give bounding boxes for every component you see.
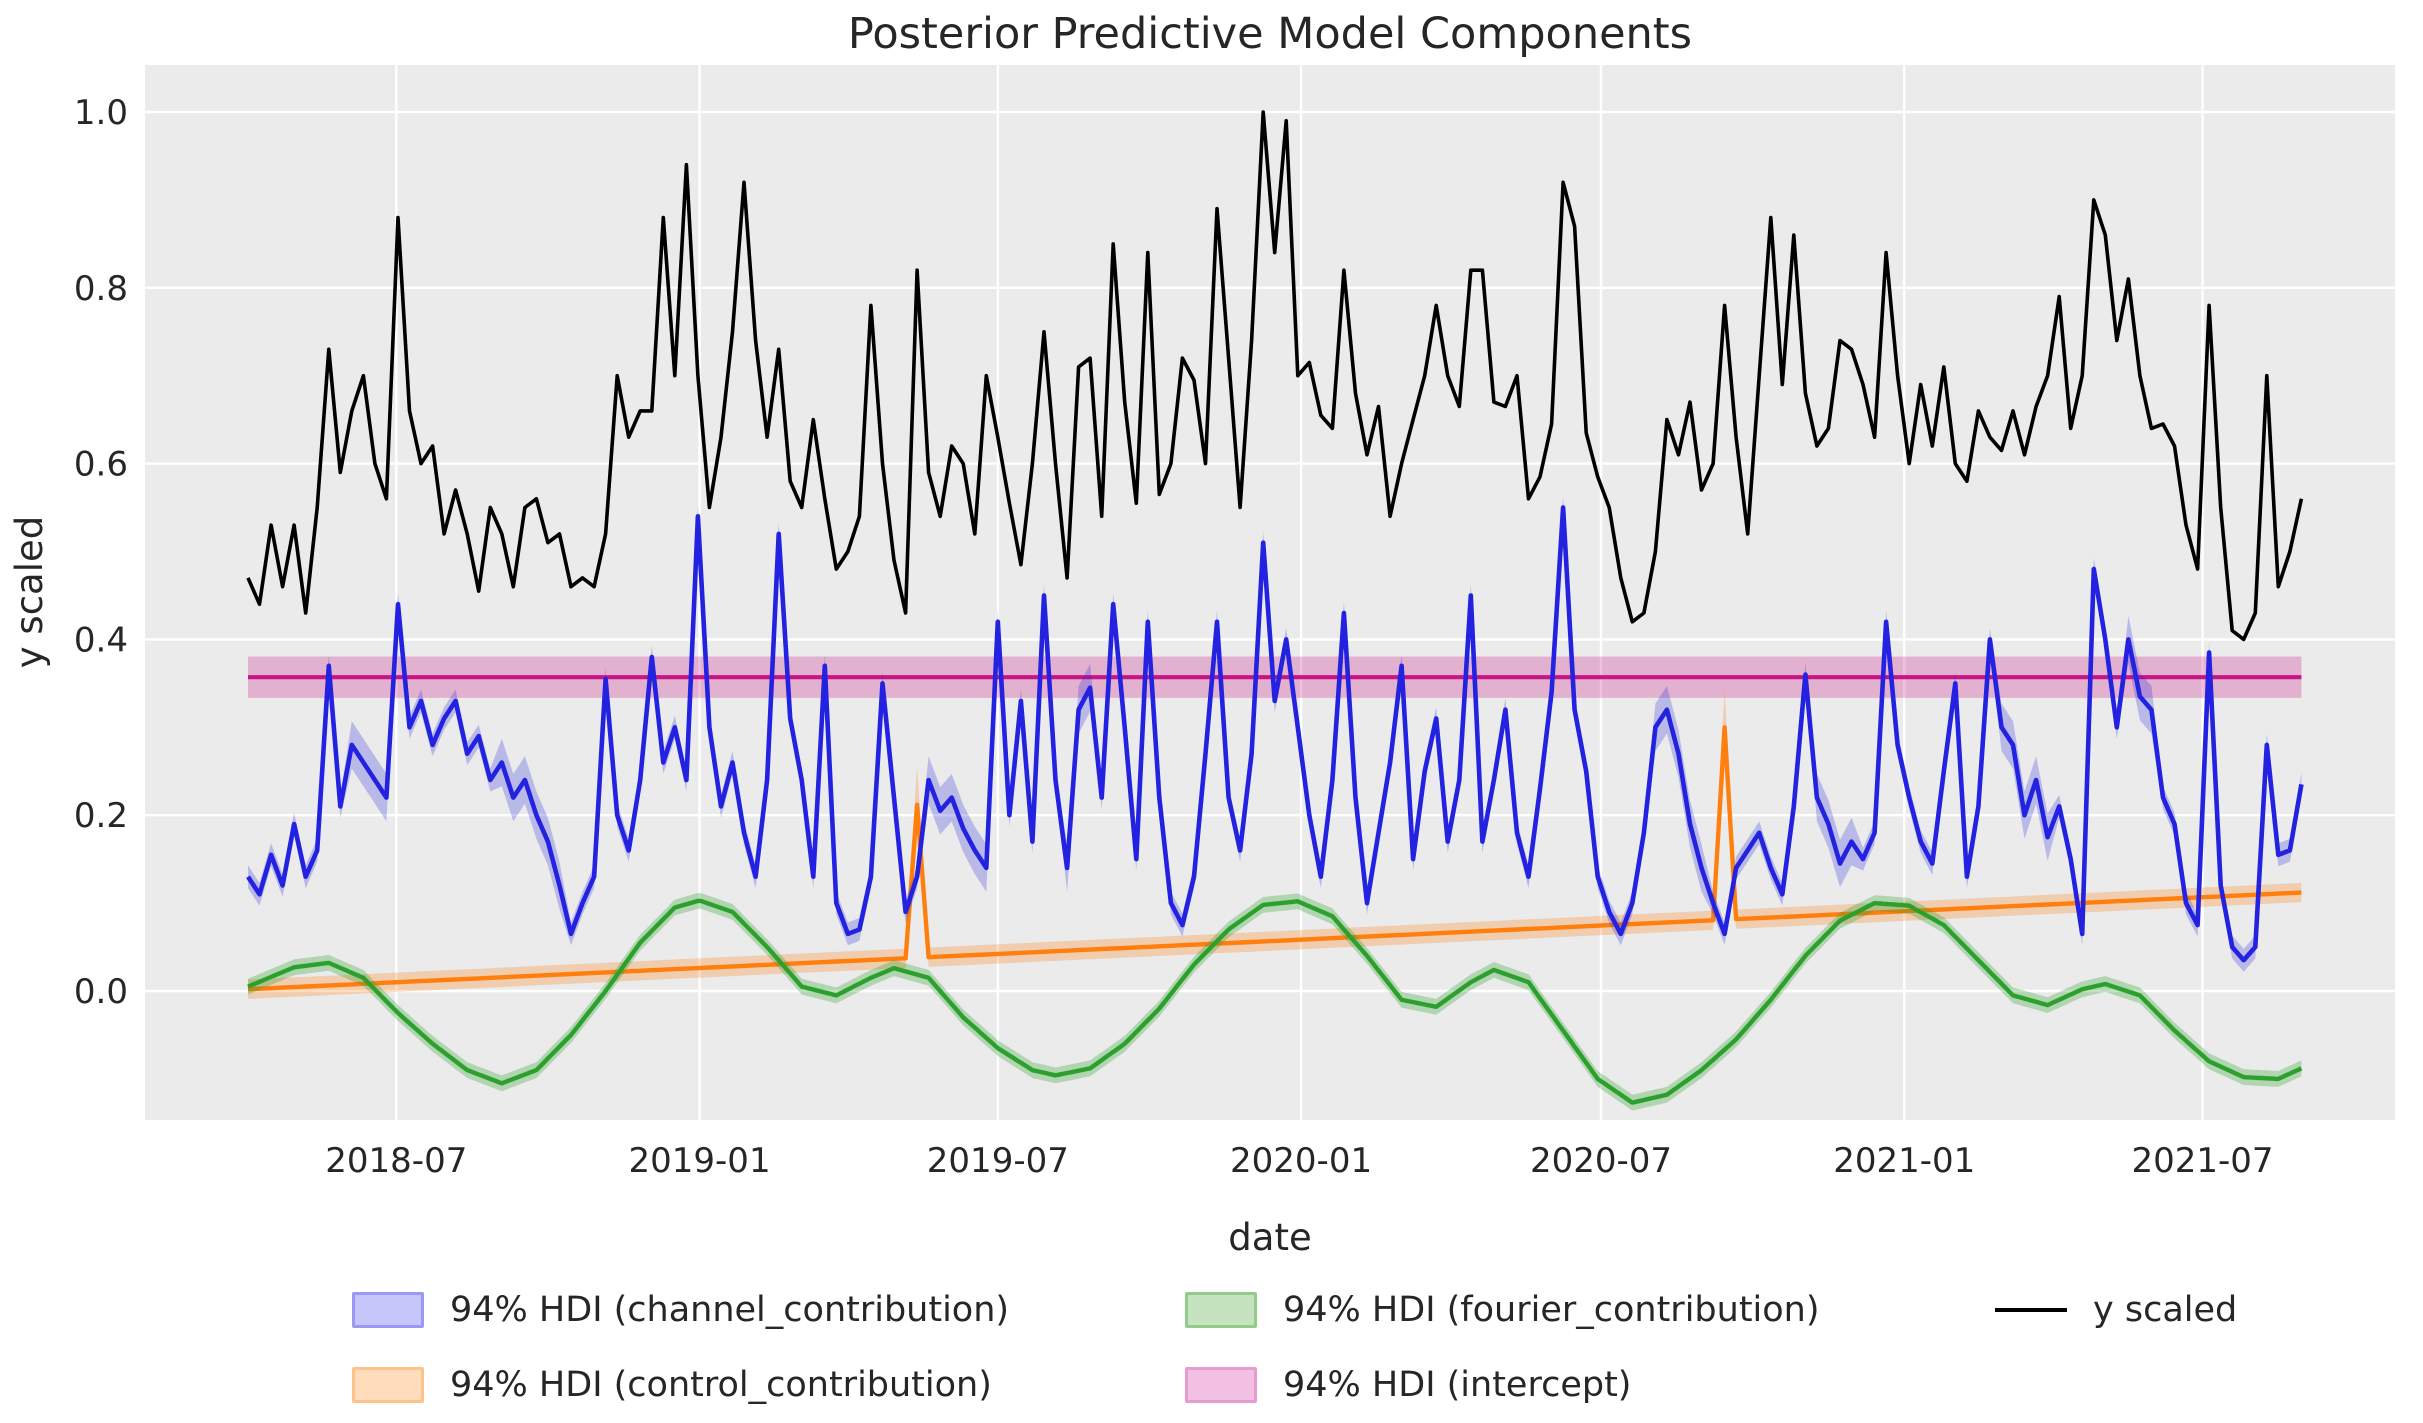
legend-swatch — [1185, 1292, 1257, 1328]
x-tick-label: 2021-07 — [2131, 1141, 2273, 1181]
legend-swatch — [352, 1292, 424, 1328]
fourier-line — [247, 898, 2303, 1105]
x-tick-label: 2021-01 — [1833, 1141, 1975, 1181]
x-tick-label: 2018-07 — [325, 1141, 467, 1181]
x-axis-label: date — [1228, 1216, 1311, 1259]
fourier-hdi-band — [248, 893, 2302, 1111]
legend-item-label: 94% HDI (channel_contribution) — [450, 1290, 1010, 1330]
x-tick-label: 2020-01 — [1230, 1141, 1372, 1181]
y-tick-label: 0.0 — [74, 972, 128, 1012]
control-hdi-band — [248, 687, 2302, 999]
chart-title: Posterior Predictive Model Components — [848, 9, 1692, 59]
legend-item: 94% HDI (fourier_contribution) — [1185, 1292, 1820, 1328]
legend-item: 94% HDI (channel_contribution) — [352, 1292, 1009, 1328]
plot-background — [145, 65, 2395, 1120]
legend-column: 94% HDI (fourier_contribution) 94% HDI (i… — [1185, 1292, 1820, 1403]
legend-item-label: 94% HDI (fourier_contribution) — [1283, 1290, 1820, 1330]
channel-line — [246, 505, 2304, 963]
legend-item-label: 94% HDI (control_contribution) — [450, 1365, 992, 1405]
y-scaled-line — [246, 110, 2304, 642]
legend-item-label: y scaled — [2093, 1290, 2238, 1330]
y-tick-label: 1.0 — [74, 93, 128, 133]
legend-line-swatch — [1995, 1308, 2067, 1312]
y-tick-label: 0.8 — [74, 269, 128, 309]
legend-item: 94% HDI (control_contribution) — [352, 1367, 1009, 1403]
x-tick-label: 2020-07 — [1530, 1141, 1672, 1181]
control-line — [247, 725, 2302, 992]
y-tick-label: 0.6 — [74, 445, 128, 485]
legend-item: 94% HDI (intercept) — [1185, 1367, 1820, 1403]
axis-ticks: 0.0 0.2 0.4 0.6 0.8 1.0 2018-07 2019-01 2019-07 2… — [74, 93, 2274, 1181]
legend-item: y scaled — [1995, 1292, 2237, 1328]
legend-column: y scaled — [1995, 1292, 2237, 1328]
legend-swatch — [352, 1367, 424, 1403]
legend-item-label: 94% HDI (intercept) — [1283, 1365, 1632, 1405]
data-series — [246, 110, 2304, 1111]
y-tick-label: 0.2 — [74, 796, 128, 836]
y-axis-label: y scaled — [8, 516, 51, 668]
legend-column: 94% HDI (channel_contribution) 94% HDI (c… — [352, 1292, 1009, 1403]
x-tick-label: 2019-07 — [927, 1141, 1069, 1181]
legend-swatch — [1185, 1367, 1257, 1403]
grid-lines — [145, 65, 2395, 1120]
x-tick-label: 2019-01 — [629, 1141, 771, 1181]
y-tick-label: 0.4 — [74, 620, 128, 660]
